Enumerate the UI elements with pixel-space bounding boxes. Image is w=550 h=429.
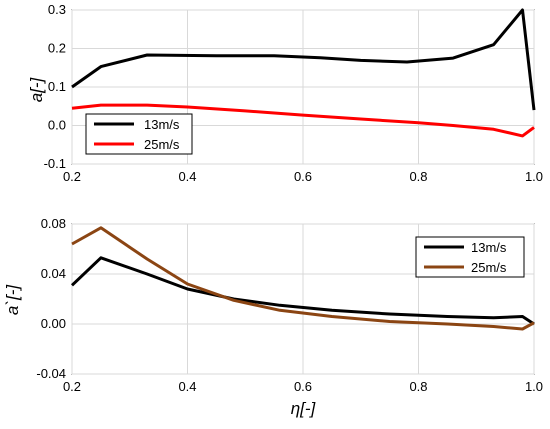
x-tick-label: 1.0 — [525, 169, 543, 184]
legend-box — [85, 113, 193, 155]
x-tick-label: 0.6 — [294, 379, 312, 394]
series-lines — [71, 8, 536, 138]
x-axis-label: η[-] — [291, 399, 317, 418]
x-tick-labels: 0.2 0.4 0.6 0.8 1.0 — [63, 169, 543, 184]
y-axis-label: a[-] — [27, 76, 46, 102]
y-tick-labels: -0.1 0.0 0.1 0.2 0.3 — [44, 2, 66, 171]
legend-label-25ms: 25m/s — [144, 137, 180, 152]
legend-label-25ms: 25m/s — [471, 260, 507, 275]
y-tick-label: 0.00 — [41, 316, 66, 331]
series-line-13ms — [70, 256, 535, 326]
series-line-25ms — [71, 226, 535, 331]
x-tick-label: 0.8 — [409, 379, 427, 394]
tangential-induction-panel: 0.2 0.4 0.6 0.8 1.0 -0.040.000.040.08 a`[-] … — [3, 216, 543, 418]
series-line-13ms — [71, 8, 536, 111]
y-tick-label: 0.3 — [48, 2, 66, 17]
y-tick-label: 0.2 — [48, 41, 66, 56]
y-tick-label: -0.1 — [44, 156, 66, 171]
grid-lines — [71, 9, 535, 165]
x-tick-label: 0.4 — [178, 379, 196, 394]
x-tick-label: 0.2 — [63, 169, 81, 184]
x-tick-label: 0.8 — [409, 169, 427, 184]
axial-induction-panel: 0.2 0.4 0.6 0.8 1.0 -0.1 0.0 0.1 0.2 0.3 a[-] 13… — [27, 2, 543, 184]
series-lines — [70, 226, 535, 331]
x-tick-label: 0.6 — [294, 169, 312, 184]
legend: 13m/s 25m/s — [415, 236, 525, 278]
x-tick-label: 0.4 — [178, 169, 196, 184]
y-tick-label: 0.08 — [41, 216, 66, 231]
legend-label-13ms: 13m/s — [144, 117, 180, 132]
x-tick-labels: 0.2 0.4 0.6 0.8 1.0 — [63, 379, 543, 394]
y-tick-label: 0.04 — [41, 266, 66, 281]
series-line-25ms — [71, 103, 535, 138]
x-tick-label: 1.0 — [525, 379, 543, 394]
y-tick-label: 0.0 — [48, 118, 66, 133]
y-tick-labels: -0.04 0.00 0.04 0.08 — [36, 216, 66, 381]
y-axis-label: a`[-] — [3, 284, 22, 316]
legend: 13m/s 25m/s — [85, 113, 193, 155]
y-tick-label: -0.04 — [36, 366, 66, 381]
y-tick-label: 0.1 — [48, 79, 66, 94]
x-tick-label: 0.2 — [63, 379, 81, 394]
legend-label-13ms: 13m/s — [471, 240, 507, 255]
legend-box — [415, 236, 525, 278]
